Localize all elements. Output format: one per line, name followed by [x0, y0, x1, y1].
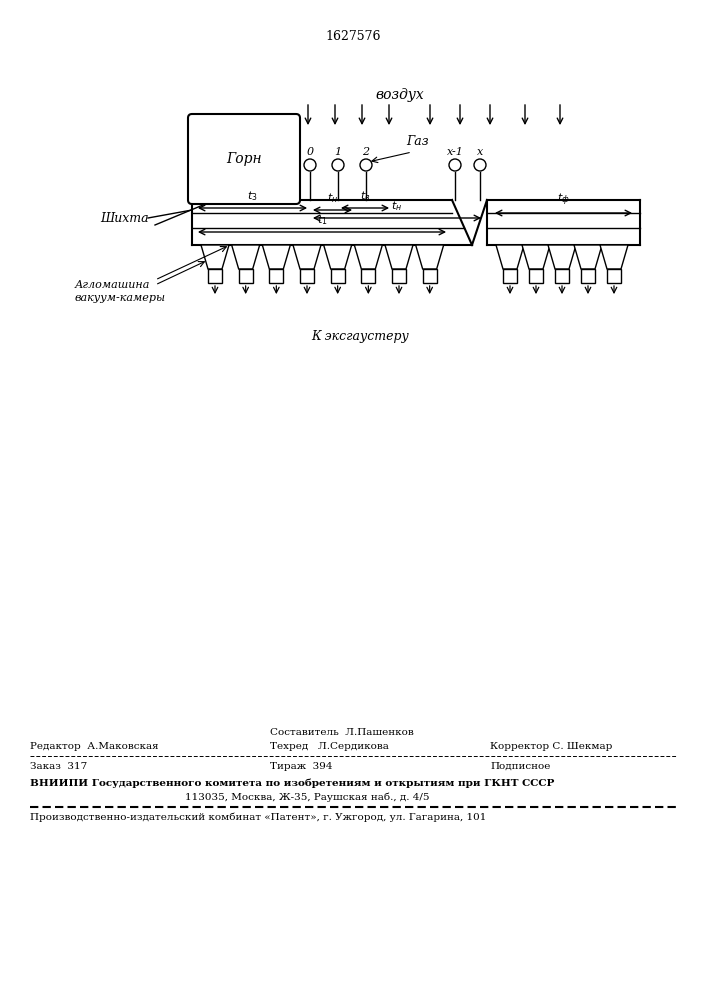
Text: Горн: Горн	[226, 152, 262, 166]
Text: Заказ  317: Заказ 317	[30, 762, 87, 771]
Text: $t_н$: $t_н$	[327, 191, 338, 205]
Text: ВНИИПИ Государственного комитета по изобретениям и открытиям при ГКНТ СССР: ВНИИПИ Государственного комитета по изоб…	[30, 778, 554, 788]
Bar	[607, 269, 621, 283]
Polygon shape	[293, 245, 321, 269]
Text: 1: 1	[334, 147, 341, 157]
Bar	[529, 269, 543, 283]
Text: $t_н$: $t_н$	[392, 199, 402, 213]
Circle shape	[474, 159, 486, 171]
Text: Составитель  Л.Пашенков: Составитель Л.Пашенков	[270, 728, 414, 737]
Polygon shape	[262, 245, 291, 269]
Text: воздух: воздух	[375, 88, 424, 102]
Polygon shape	[600, 245, 628, 269]
Circle shape	[304, 159, 316, 171]
Text: $t_ф$: $t_ф$	[557, 192, 570, 208]
Bar	[269, 269, 284, 283]
Text: Шихта: Шихта	[100, 212, 148, 225]
Text: $t_3$: $t_3$	[247, 189, 258, 203]
Polygon shape	[201, 245, 229, 269]
Polygon shape	[354, 245, 382, 269]
Bar	[503, 269, 517, 283]
Circle shape	[332, 159, 344, 171]
Polygon shape	[522, 245, 550, 269]
Text: Агломашина: Агломашина	[75, 280, 151, 290]
Polygon shape	[548, 245, 576, 269]
Text: вакуум-камеры: вакуум-камеры	[75, 293, 166, 303]
Polygon shape	[385, 245, 413, 269]
Bar	[300, 269, 314, 283]
Text: Корректор С. Шекмар: Корректор С. Шекмар	[490, 742, 612, 751]
Bar	[239, 269, 252, 283]
Bar	[555, 269, 569, 283]
Text: x-1: x-1	[447, 147, 463, 157]
Text: Техред   Л.Сердикова: Техред Л.Сердикова	[270, 742, 389, 751]
Text: $t_1$: $t_1$	[317, 213, 327, 227]
Text: 1627576: 1627576	[325, 30, 381, 43]
Text: 2: 2	[363, 147, 370, 157]
Bar	[392, 269, 406, 283]
Polygon shape	[232, 245, 259, 269]
FancyBboxPatch shape	[188, 114, 300, 204]
Polygon shape	[574, 245, 602, 269]
Text: x: x	[477, 147, 483, 157]
Text: Редактор  А.Маковская: Редактор А.Маковская	[30, 742, 158, 751]
Circle shape	[449, 159, 461, 171]
Polygon shape	[496, 245, 524, 269]
Text: 0: 0	[306, 147, 314, 157]
Bar	[331, 269, 345, 283]
Polygon shape	[324, 245, 351, 269]
Text: Производственно-издательский комбинат «Патент», г. Ужгород, ул. Гагарина, 101: Производственно-издательский комбинат «П…	[30, 813, 486, 822]
Text: Подписное: Подписное	[490, 762, 550, 771]
Polygon shape	[416, 245, 444, 269]
Bar	[361, 269, 375, 283]
Text: $t_в$: $t_в$	[360, 189, 370, 203]
Bar	[423, 269, 437, 283]
Text: Газ: Газ	[407, 135, 429, 148]
Bar	[208, 269, 222, 283]
Bar	[581, 269, 595, 283]
Text: 113035, Москва, Ж-35, Раушская наб., д. 4/5: 113035, Москва, Ж-35, Раушская наб., д. …	[185, 792, 429, 802]
Text: Тираж  394: Тираж 394	[270, 762, 332, 771]
Circle shape	[360, 159, 372, 171]
Text: К эксгаустеру: К эксгаустеру	[311, 330, 409, 343]
